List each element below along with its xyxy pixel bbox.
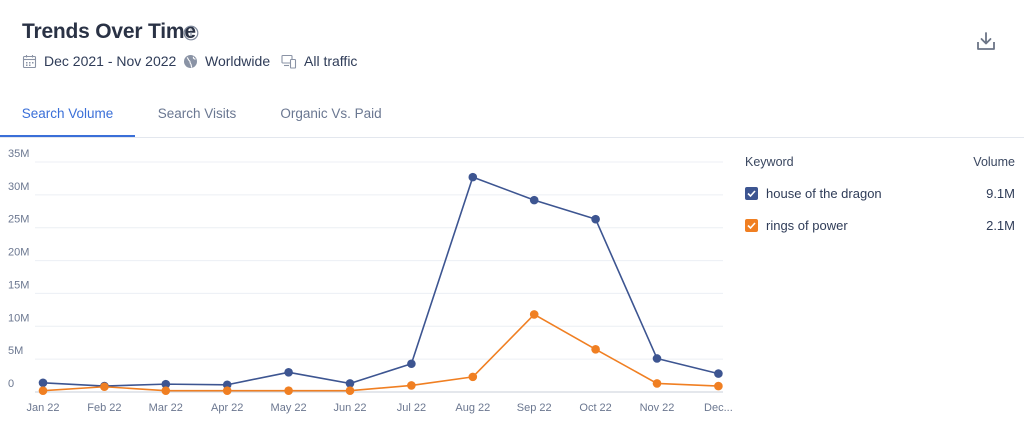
tab-bar: Search Volume Search Visits Organic Vs. …	[0, 92, 1024, 138]
data-point-1	[222, 386, 232, 395]
data-point-1	[407, 381, 416, 390]
tab-search-volume[interactable]: Search Volume	[0, 92, 135, 137]
traffic-filter[interactable]: All traffic	[281, 53, 357, 69]
x-tick-label: Jul 22	[397, 402, 426, 414]
globe-icon	[184, 54, 197, 68]
x-tick-label: Jun 22	[333, 402, 366, 414]
x-tick-label: Oct 22	[579, 402, 611, 414]
data-point-1	[591, 344, 600, 354]
legend-header: Keyword Volume	[745, 155, 1015, 169]
checkbox-house-of-the-dragon[interactable]	[745, 187, 758, 200]
data-point-0	[468, 172, 478, 182]
date-range[interactable]: Dec 2021 - Nov 2022	[22, 53, 176, 69]
keyword-column-header: Keyword	[745, 155, 794, 169]
data-point-0	[714, 369, 723, 378]
data-point-0	[38, 378, 48, 388]
check-icon	[747, 190, 756, 198]
data-point-0	[161, 379, 171, 389]
info-icon[interactable]	[183, 25, 199, 41]
x-tick-label: Mar 22	[149, 402, 183, 414]
data-point-0	[591, 214, 600, 224]
legend-keyword: house of the dragon	[766, 186, 882, 201]
legend-item-house-of-the-dragon[interactable]: house of the dragon 9.1M	[745, 186, 1015, 201]
region-filter[interactable]: Worldwide	[183, 53, 270, 69]
data-point-1	[38, 386, 48, 395]
y-tick-label: 35M	[8, 148, 29, 160]
x-tick-label: Apr 22	[211, 402, 243, 414]
y-tick-label: 30M	[8, 181, 29, 193]
y-tick-label: 0	[8, 378, 14, 390]
legend-item-rings-of-power[interactable]: rings of power 2.1M	[745, 218, 1015, 233]
y-tick-label: 15M	[8, 279, 29, 291]
traffic-label: All traffic	[304, 53, 358, 69]
data-point-0	[222, 380, 232, 390]
data-point-1	[714, 381, 723, 391]
page-title: Trends Over Time	[22, 20, 196, 43]
data-point-0	[284, 367, 293, 377]
x-tick-label: Sep 22	[517, 402, 552, 414]
tab-organic-vs-paid[interactable]: Organic Vs. Paid	[280, 106, 382, 121]
data-point-0	[407, 359, 416, 369]
x-tick-label: Nov 22	[640, 402, 675, 414]
volume-column-header: Volume	[973, 155, 1015, 169]
y-tick-label: 5M	[8, 345, 23, 357]
date-range-label: Dec 2021 - Nov 2022	[44, 53, 177, 69]
data-point-0	[529, 195, 539, 205]
legend-keyword: rings of power	[766, 218, 848, 233]
data-point-1	[345, 386, 355, 395]
y-tick-label: 20M	[8, 247, 29, 259]
x-tick-label: Jan 22	[26, 402, 59, 414]
series-line-1	[42, 313, 719, 392]
data-point-0	[345, 379, 355, 388]
devices-icon	[281, 54, 297, 69]
y-tick-label: 25M	[8, 214, 29, 226]
data-point-0	[652, 354, 662, 363]
trend-line-chart: 0 5M 10M 15M 20M 25M 30M 35M Jan 22 Feb 22 Mar 22 A…	[8, 148, 733, 414]
region-label: Worldwide	[205, 53, 271, 69]
legend-volume: 9.1M	[986, 186, 1015, 201]
x-tick-label: Feb 22	[87, 402, 121, 414]
x-tick-label: May 22	[271, 402, 307, 414]
x-tick-label: Aug 22	[455, 402, 490, 414]
tab-search-visits[interactable]: Search Visits	[157, 106, 237, 121]
y-tick-label: 10M	[8, 312, 29, 324]
legend: Keyword Volume house of the dragon 9.1M …	[745, 155, 1015, 233]
data-point-1	[161, 386, 171, 395]
data-point-1	[100, 382, 109, 392]
data-point-1	[529, 310, 539, 319]
series-line-0	[42, 176, 719, 387]
data-point-1	[652, 379, 662, 388]
data-point-1	[468, 372, 478, 382]
calendar-icon	[22, 54, 37, 68]
checkbox-rings-of-power[interactable]	[745, 219, 758, 232]
data-point-1	[284, 386, 293, 395]
download-icon[interactable]	[975, 30, 997, 52]
x-tick-label: Dec...	[704, 402, 733, 414]
legend-volume: 2.1M	[986, 218, 1015, 233]
check-icon	[747, 222, 756, 230]
